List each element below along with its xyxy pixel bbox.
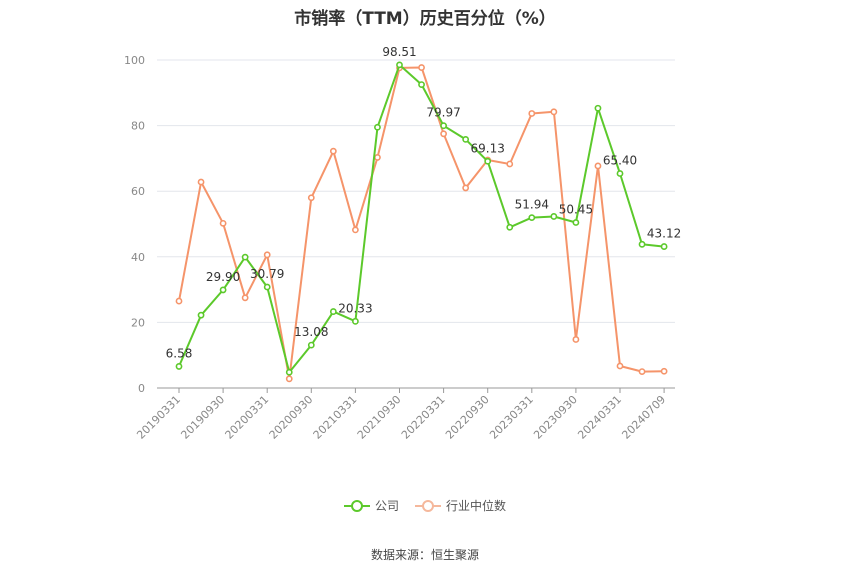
data-point-1 xyxy=(594,162,602,170)
x-tick-label: 20240331 xyxy=(575,393,624,442)
data-point-0 xyxy=(374,123,381,131)
data-label: 98.51 xyxy=(382,45,416,59)
legend: 公司 行业中位数 xyxy=(0,497,850,514)
y-tick-label: 60 xyxy=(131,185,145,198)
data-label: 13.08 xyxy=(294,325,328,339)
x-tick-label: 20220331 xyxy=(399,393,448,442)
data-point-0 xyxy=(241,253,249,261)
data-point-1 xyxy=(660,367,668,375)
data-label: 20.33 xyxy=(338,301,372,315)
chart-title: 市销率（TTM）历史百分位（%） xyxy=(294,9,556,29)
data-point-0 xyxy=(616,170,624,177)
legend-swatch-industry-icon xyxy=(415,499,441,513)
data-point-1 xyxy=(440,130,447,138)
data-point-0 xyxy=(197,311,205,319)
data-point-1 xyxy=(506,160,514,168)
data-point-0 xyxy=(638,240,646,248)
data-point-0 xyxy=(550,213,558,220)
data-point-1 xyxy=(351,226,359,234)
source-note: 数据来源：恒生聚源 xyxy=(370,548,479,562)
data-point-1 xyxy=(175,297,183,305)
x-tick-label: 20200930 xyxy=(267,393,316,442)
data-point-1 xyxy=(263,251,271,259)
x-tick-label: 20220930 xyxy=(443,393,492,442)
x-tick-label: 20190331 xyxy=(134,393,183,442)
legend-label-industry-median: 行业中位数 xyxy=(446,499,507,513)
x-tick-label: 20240709 xyxy=(619,393,668,442)
data-point-0 xyxy=(307,341,315,349)
legend-label-company: 公司 xyxy=(374,499,399,513)
data-point-1 xyxy=(638,368,646,375)
data-point-1 xyxy=(374,154,381,161)
data-point-1 xyxy=(462,184,470,192)
data-point-0 xyxy=(528,214,536,222)
data-point-0 xyxy=(484,157,492,165)
x-tick-label: 20190930 xyxy=(178,393,227,442)
y-tick-label: 100 xyxy=(124,54,145,67)
data-point-1 xyxy=(528,110,536,117)
y-tick-label: 0 xyxy=(138,382,145,395)
data-point-1 xyxy=(572,336,580,343)
data-label: 65.40 xyxy=(603,153,637,167)
data-label: 51.94 xyxy=(515,198,549,212)
x-tick-label: 20200331 xyxy=(223,393,272,442)
legend-item-industry-median[interactable]: 行业中位数 xyxy=(415,497,506,514)
data-point-1 xyxy=(329,147,337,155)
data-point-0 xyxy=(175,363,183,370)
data-point-0 xyxy=(396,61,403,69)
data-point-0 xyxy=(440,122,447,130)
legend-item-company[interactable]: 公司 xyxy=(343,497,399,514)
data-point-1 xyxy=(197,178,205,186)
data-point-0 xyxy=(351,317,359,325)
data-point-0 xyxy=(572,219,580,226)
data-point-0 xyxy=(219,286,227,294)
data-point-0 xyxy=(285,368,293,376)
x-tick-label: 20230930 xyxy=(531,393,580,442)
data-point-1 xyxy=(219,219,227,227)
data-label: 43.12 xyxy=(647,227,681,241)
data-point-0 xyxy=(329,308,337,315)
data-label: 79.97 xyxy=(426,106,460,120)
data-point-0 xyxy=(660,243,668,250)
data-label: 69.13 xyxy=(471,141,505,155)
x-tick-label: 20210930 xyxy=(355,393,404,442)
data-point-1 xyxy=(418,64,425,71)
data-point-1 xyxy=(285,375,293,383)
data-point-0 xyxy=(418,81,425,88)
data-point-1 xyxy=(616,362,624,370)
data-label: 30.79 xyxy=(250,267,284,281)
data-point-0 xyxy=(263,283,271,291)
data-point-1 xyxy=(241,294,249,302)
y-tick-label: 80 xyxy=(131,120,145,133)
data-point-0 xyxy=(594,104,602,112)
data-point-1 xyxy=(307,194,315,202)
data-point-0 xyxy=(506,223,514,231)
data-label: 6.58 xyxy=(166,346,193,360)
x-tick-label: 20210331 xyxy=(311,393,360,442)
y-tick-label: 20 xyxy=(131,316,145,329)
legend-swatch-company-icon xyxy=(343,499,370,513)
data-point-0 xyxy=(462,135,470,143)
y-tick-label: 40 xyxy=(131,251,145,264)
data-point-1 xyxy=(550,108,558,116)
data-label: 50.45 xyxy=(559,203,593,217)
data-label: 29.90 xyxy=(206,270,240,284)
x-tick-label: 20230331 xyxy=(487,393,536,442)
series-line-1 xyxy=(178,66,665,380)
